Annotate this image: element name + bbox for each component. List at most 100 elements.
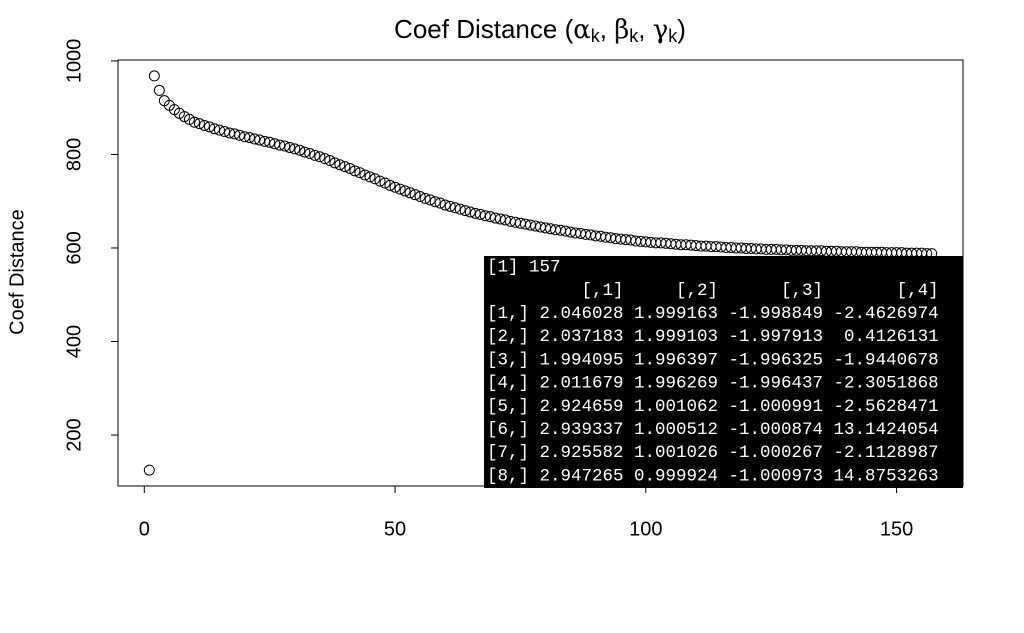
point — [153, 84, 165, 96]
console-line: [4,] 2.011679 1.996269 -1.996437 -2.3051… — [487, 374, 939, 394]
point — [434, 197, 446, 209]
point — [374, 175, 386, 187]
point — [284, 141, 296, 153]
point — [424, 194, 436, 206]
title-part: , — [638, 14, 652, 44]
y-tick-label: 800 — [63, 138, 85, 171]
point — [309, 149, 321, 161]
point — [198, 119, 210, 131]
point — [414, 191, 426, 203]
title-subscript: k — [629, 26, 639, 46]
point — [249, 133, 261, 145]
point — [349, 165, 361, 177]
point — [193, 118, 205, 130]
point — [469, 207, 481, 219]
point — [143, 464, 155, 476]
y-tick-label: 1000 — [63, 39, 85, 84]
y-tick-label: 200 — [63, 418, 85, 451]
point — [354, 167, 366, 179]
point — [479, 210, 491, 222]
point — [484, 211, 496, 223]
point — [474, 208, 486, 220]
title-part: α — [573, 15, 591, 45]
point — [324, 155, 336, 167]
title-part: γ — [653, 15, 669, 45]
point — [429, 196, 441, 208]
x-tick-label: 50 — [384, 518, 406, 540]
title-subscript: k — [668, 26, 678, 46]
point — [379, 177, 391, 189]
point — [279, 140, 291, 152]
y-axis-label: Coef Distance — [6, 209, 28, 335]
console-line: [,1] [,2] [,3] [,4] — [487, 281, 939, 301]
point — [264, 136, 276, 148]
point — [454, 203, 466, 215]
point — [234, 129, 246, 141]
point — [224, 127, 236, 139]
x-tick-label: 100 — [629, 518, 662, 540]
console-line: [5,] 2.924659 1.001062 -1.000991 -2.5628… — [487, 397, 939, 417]
point — [369, 173, 381, 185]
point — [239, 131, 251, 143]
console-line: [7,] 2.925582 1.001026 -1.000267 -2.1128… — [487, 443, 939, 463]
point — [148, 70, 160, 82]
y-tick-label: 600 — [63, 231, 85, 264]
point — [289, 143, 301, 155]
console-line: [3,] 1.994095 1.996397 -1.996325 -1.9440… — [487, 350, 939, 370]
point — [344, 162, 356, 174]
point — [394, 183, 406, 195]
point — [389, 181, 401, 193]
x-tick-label: 0 — [139, 518, 150, 540]
point — [499, 214, 511, 226]
x-tick-label: 150 — [880, 518, 913, 540]
point — [299, 146, 311, 158]
point — [229, 128, 241, 140]
point — [359, 169, 371, 181]
title-part: , — [600, 14, 614, 44]
point — [188, 116, 200, 128]
point — [419, 192, 431, 204]
point — [329, 157, 341, 169]
point — [459, 205, 471, 217]
point — [404, 187, 416, 199]
point — [314, 151, 326, 163]
point — [208, 123, 220, 135]
point — [439, 199, 451, 211]
console-line: [1] "converge with no coef change" — [487, 490, 844, 510]
title-part: β — [614, 15, 629, 45]
point — [364, 171, 376, 183]
title-part: ) — [677, 14, 686, 44]
point — [244, 132, 256, 144]
title-part: Coef Distance ( — [394, 14, 574, 44]
point — [274, 139, 286, 151]
point — [319, 153, 331, 165]
point — [444, 200, 456, 212]
point — [449, 202, 461, 214]
point — [334, 159, 346, 171]
console-line: [1,] 2.046028 1.999163 -1.998849 -2.4626… — [487, 304, 939, 324]
point — [339, 161, 351, 173]
point — [384, 179, 396, 191]
y-tick-label: 400 — [63, 325, 85, 358]
console-line: [2,] 2.037183 1.999103 -1.997913 0.41261… — [487, 327, 939, 347]
point — [494, 213, 506, 225]
point — [203, 121, 215, 133]
point — [399, 185, 411, 197]
point — [409, 189, 421, 201]
console-line: [1] 157 — [487, 258, 561, 278]
point — [219, 126, 231, 138]
point — [304, 148, 316, 160]
chart-title: Coef Distance (αk, βk, γk) — [394, 14, 686, 46]
console-panel — [484, 256, 963, 488]
console-line: [8,] 2.947265 0.999924 -1.000973 14.8753… — [487, 466, 939, 486]
point — [214, 124, 226, 136]
console-line: [6,] 2.939337 1.000512 -1.000874 13.1424… — [487, 420, 939, 440]
point — [269, 138, 281, 150]
point — [464, 206, 476, 218]
title-subscript: k — [591, 26, 601, 46]
point — [254, 134, 266, 146]
point — [294, 144, 306, 156]
point — [259, 135, 271, 147]
